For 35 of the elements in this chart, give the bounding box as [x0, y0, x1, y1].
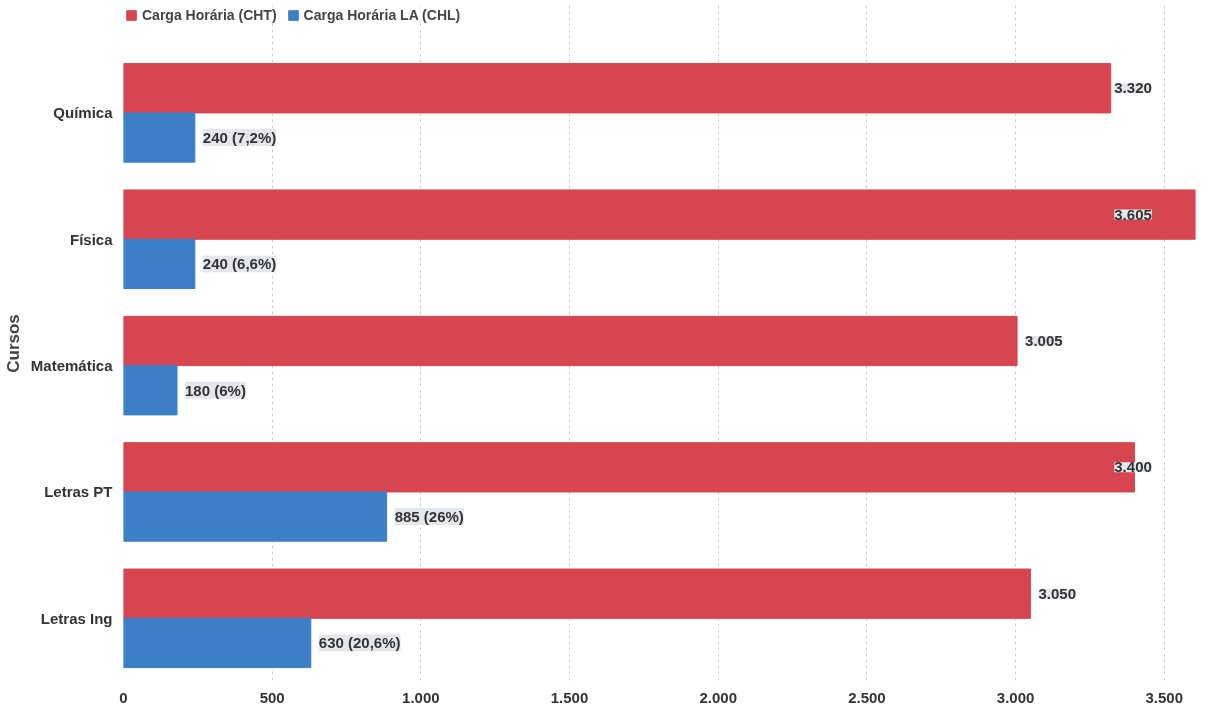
x-tick-label: 3.000	[996, 688, 1035, 706]
data-label: 180 (6%)	[185, 381, 246, 399]
bar	[123, 617, 312, 669]
bar	[123, 189, 1196, 240]
bar	[123, 491, 388, 542]
data-label: 885 (26%)	[394, 508, 464, 526]
x-tick-label: 1.500	[550, 688, 589, 706]
y-tick-label: Física	[69, 230, 114, 248]
legend-label: Carga Horária (CHT)	[142, 7, 277, 23]
data-label: 630 (20,6%)	[318, 634, 401, 652]
x-tick-label: 2.000	[699, 688, 738, 706]
data-label: 240 (7,2%)	[202, 129, 277, 147]
y-tick-label: Letras PT	[44, 483, 113, 501]
bar	[123, 112, 196, 163]
legend-label: Carga Horária LA (CHL)	[303, 7, 461, 23]
x-tick-label: 1.000	[402, 688, 440, 706]
data-label: 3.320	[1114, 79, 1152, 97]
x-tick-label: 2.500	[848, 688, 886, 706]
bar	[123, 63, 1112, 114]
bar	[123, 568, 1031, 619]
x-tick-label: 3.500	[1145, 688, 1184, 706]
x-tick-label: 500	[259, 688, 285, 706]
y-axis-title: Cursos	[3, 314, 23, 373]
bar	[123, 238, 196, 290]
y-tick-label: Letras Ing	[40, 609, 113, 627]
y-tick-label: Química	[53, 104, 114, 122]
data-label: 240 (6,6%)	[202, 255, 277, 273]
data-label: 3.050	[1038, 584, 1077, 602]
bar	[123, 315, 1018, 367]
x-tick-label: 0	[119, 688, 128, 706]
data-label: 3.605	[1114, 205, 1152, 223]
bar	[123, 365, 178, 416]
y-tick-label: Matemática	[30, 357, 114, 375]
data-label: 3.005	[1025, 331, 1063, 349]
data-label: 3.400	[1114, 458, 1152, 476]
